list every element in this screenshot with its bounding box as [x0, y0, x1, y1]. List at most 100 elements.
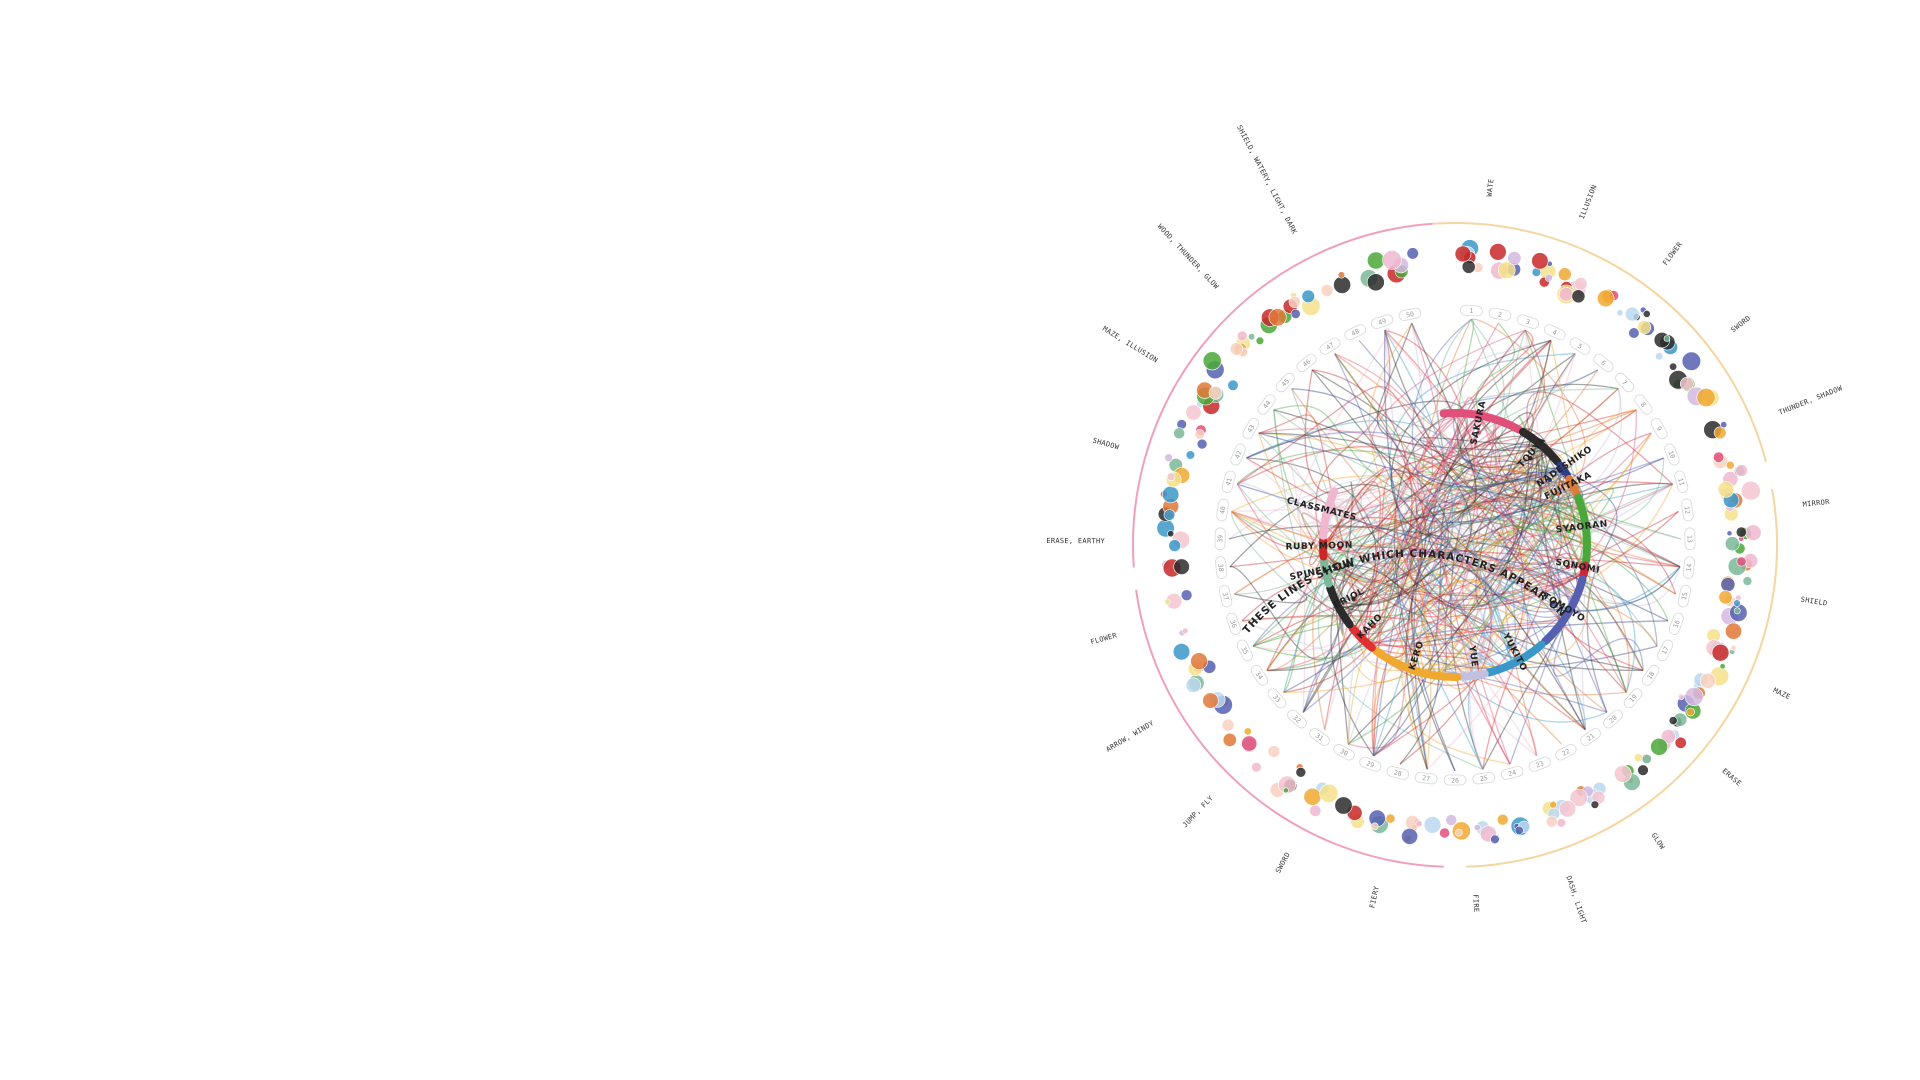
- chapter-node[interactable]: 7: [1613, 371, 1635, 394]
- character-dot: [1417, 652, 1422, 657]
- chapter-number: 45: [1280, 377, 1291, 388]
- chapter-node[interactable]: 28: [1386, 765, 1410, 780]
- character-arc[interactable]: [1485, 640, 1546, 677]
- chapter-node[interactable]: 3: [1516, 313, 1540, 329]
- chapter-node[interactable]: 4: [1543, 323, 1567, 341]
- chapter-node[interactable]: 46: [1295, 352, 1318, 374]
- chapter-node[interactable]: 14: [1682, 556, 1695, 579]
- character-arc[interactable]: [1556, 461, 1571, 480]
- character-link: [1234, 521, 1481, 676]
- character-arc[interactable]: [1541, 575, 1587, 646]
- chapter-node[interactable]: 38: [1215, 556, 1228, 579]
- card-bubble: [1288, 295, 1301, 308]
- chapter-pill: [1242, 417, 1260, 440]
- chapter-node[interactable]: 15: [1677, 584, 1692, 608]
- chapter-node[interactable]: 10: [1663, 442, 1681, 466]
- card-bubble: [1221, 718, 1235, 732]
- chapter-node[interactable]: 31: [1308, 727, 1332, 748]
- chapter-node[interactable]: 30: [1332, 743, 1356, 762]
- character-link: [1373, 460, 1565, 757]
- chapter-node[interactable]: 8: [1633, 393, 1654, 417]
- character-link: [1312, 464, 1576, 730]
- card-bubble: [1454, 828, 1463, 837]
- card-bubble: [1681, 351, 1701, 371]
- chapter-node[interactable]: 26: [1443, 774, 1467, 786]
- character-arc[interactable]: [1519, 427, 1562, 466]
- chapter-node[interactable]: 23: [1528, 756, 1552, 773]
- chapter-node[interactable]: 12: [1681, 498, 1694, 522]
- chapter-node[interactable]: 22: [1554, 743, 1578, 762]
- character-arc[interactable]: [1371, 646, 1462, 682]
- chapter-pill: [1528, 756, 1551, 772]
- chapter-node[interactable]: 37: [1218, 584, 1233, 608]
- chapter-node[interactable]: 32: [1285, 708, 1308, 730]
- chapter-node[interactable]: 45: [1274, 371, 1296, 394]
- chapter-number: 50: [1405, 310, 1414, 319]
- chapter-node[interactable]: 9: [1649, 417, 1669, 441]
- character-name: YUE: [1466, 644, 1479, 668]
- chapter-node[interactable]: 11: [1674, 470, 1690, 494]
- chapter-node[interactable]: 5: [1568, 336, 1592, 356]
- chapter-node[interactable]: 36: [1225, 612, 1242, 636]
- card-bubble: [1267, 745, 1281, 758]
- card-bubble: [1668, 716, 1678, 725]
- chapter-node[interactable]: 27: [1414, 772, 1438, 785]
- chapter-node[interactable]: 40: [1216, 498, 1229, 522]
- character-link: [1297, 328, 1390, 529]
- chapter-node[interactable]: 44: [1256, 393, 1277, 417]
- card-bubble: [1718, 590, 1733, 605]
- chapter-node[interactable]: 39: [1214, 527, 1226, 551]
- chapter-node[interactable]: 33: [1266, 687, 1288, 710]
- chapter-node[interactable]: 24: [1500, 765, 1524, 780]
- chapter-node[interactable]: 48: [1343, 323, 1367, 341]
- character-link: [1506, 369, 1599, 483]
- chapter-node[interactable]: 41: [1221, 470, 1237, 494]
- character-link: [1231, 484, 1504, 518]
- card-label: ARROW, WINDY: [1105, 719, 1156, 754]
- chapter-node[interactable]: 13: [1684, 527, 1696, 551]
- chapter-node[interactable]: 47: [1318, 336, 1342, 356]
- chapter-node[interactable]: 6: [1592, 352, 1615, 374]
- character-link: [1563, 469, 1618, 713]
- chapter-node[interactable]: 16: [1668, 612, 1685, 636]
- chapter-node[interactable]: 19: [1622, 687, 1644, 710]
- character-arc[interactable]: [1574, 493, 1591, 566]
- chapter-node[interactable]: 18: [1640, 663, 1661, 687]
- card-bubble: [1185, 677, 1202, 693]
- chapter-node[interactable]: 50: [1398, 307, 1422, 321]
- character-link: [1494, 409, 1637, 577]
- character-arc[interactable]: [1319, 487, 1339, 540]
- character-link: [1302, 551, 1569, 713]
- character-arc[interactable]: [1320, 557, 1333, 588]
- chapter-node[interactable]: 25: [1472, 772, 1496, 785]
- card-bubble: [1650, 737, 1669, 756]
- character-link: [1553, 608, 1644, 677]
- card-bubble: [1301, 289, 1316, 303]
- character-arc[interactable]: [1457, 669, 1489, 681]
- character-arc[interactable]: [1439, 409, 1523, 434]
- character-arc[interactable]: [1565, 475, 1581, 498]
- chapter-node[interactable]: 49: [1370, 313, 1394, 329]
- chapter-node[interactable]: 34: [1249, 663, 1270, 687]
- chapter-pill: [1370, 314, 1394, 329]
- character-arc[interactable]: [1348, 624, 1376, 652]
- chapter-node[interactable]: 2: [1488, 307, 1512, 321]
- chapter-node[interactable]: 42: [1229, 442, 1247, 466]
- card-bubble: [1545, 815, 1558, 828]
- character-link: [1283, 468, 1418, 694]
- chapter-number: 13: [1685, 535, 1693, 543]
- chapter-node[interactable]: 21: [1579, 727, 1603, 748]
- chapter-node[interactable]: 29: [1358, 756, 1382, 773]
- chapter-node[interactable]: 17: [1656, 638, 1675, 662]
- chapter-node[interactable]: 1: [1460, 304, 1483, 317]
- chapter-node[interactable]: 43: [1241, 417, 1261, 441]
- character-arc[interactable]: [1326, 584, 1354, 629]
- chapter-pill: [1684, 527, 1696, 551]
- chapter-node[interactable]: 20: [1601, 708, 1624, 730]
- chapter-number: 5: [1576, 342, 1584, 351]
- character-link: [1456, 339, 1552, 676]
- character-arc[interactable]: [1579, 561, 1590, 579]
- chapter-node[interactable]: 35: [1235, 638, 1254, 662]
- character-link: [1411, 468, 1564, 772]
- character-link: [1360, 409, 1637, 638]
